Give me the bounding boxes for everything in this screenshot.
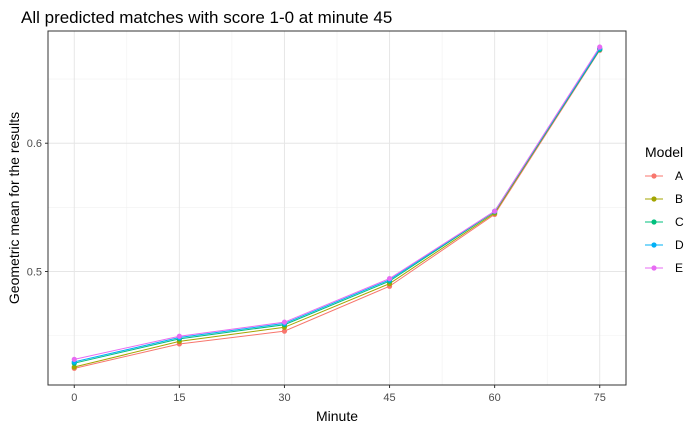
x-tick-label: 30 bbox=[278, 392, 290, 404]
legend-key-point bbox=[651, 219, 657, 225]
y-tick-label: 0.5 bbox=[27, 266, 42, 278]
x-tick-label: 0 bbox=[71, 392, 77, 404]
legend-label: C bbox=[675, 215, 684, 229]
data-point bbox=[71, 364, 77, 370]
series-e bbox=[71, 44, 603, 362]
plot-border bbox=[47, 30, 627, 386]
data-point bbox=[281, 328, 288, 334]
x-tick-label: 75 bbox=[594, 392, 606, 404]
x-axis-title: Minute bbox=[316, 408, 358, 424]
legend-key-point bbox=[651, 242, 657, 248]
chart-title: All predicted matches with score 1-0 at … bbox=[21, 8, 392, 27]
data-point bbox=[176, 333, 182, 339]
legend-key-point bbox=[651, 173, 657, 179]
legend-label: D bbox=[675, 238, 684, 252]
legend-key-point bbox=[651, 265, 657, 271]
legend-item-c: C bbox=[645, 215, 684, 229]
data-point bbox=[281, 319, 288, 325]
y-axis-title: Geometric mean for the results bbox=[6, 112, 22, 304]
legend-label: B bbox=[675, 192, 683, 206]
legend-title: Model bbox=[645, 144, 683, 160]
x-tick-label: 15 bbox=[173, 392, 185, 404]
legend-item-d: D bbox=[645, 238, 684, 252]
data-point bbox=[597, 44, 603, 50]
legend-label: A bbox=[675, 169, 683, 183]
y-tick-label: 0.6 bbox=[27, 138, 42, 150]
data-point bbox=[492, 208, 498, 214]
legend-label: E bbox=[675, 261, 683, 275]
data-point bbox=[386, 275, 393, 282]
x-tick-label: 60 bbox=[489, 392, 501, 404]
legend-item-a: A bbox=[645, 169, 683, 183]
data-point bbox=[71, 356, 77, 362]
legend-item-e: E bbox=[645, 261, 683, 275]
series-lines bbox=[71, 44, 603, 371]
legend-key-point bbox=[651, 196, 657, 202]
series-line bbox=[74, 49, 601, 369]
x-tick-label: 45 bbox=[383, 392, 395, 404]
axes: 0 15 30 45 60 75 0.5 0.6 bbox=[27, 138, 606, 404]
series-line bbox=[74, 46, 601, 360]
legend-item-b: B bbox=[645, 192, 683, 206]
series-line bbox=[74, 48, 601, 368]
